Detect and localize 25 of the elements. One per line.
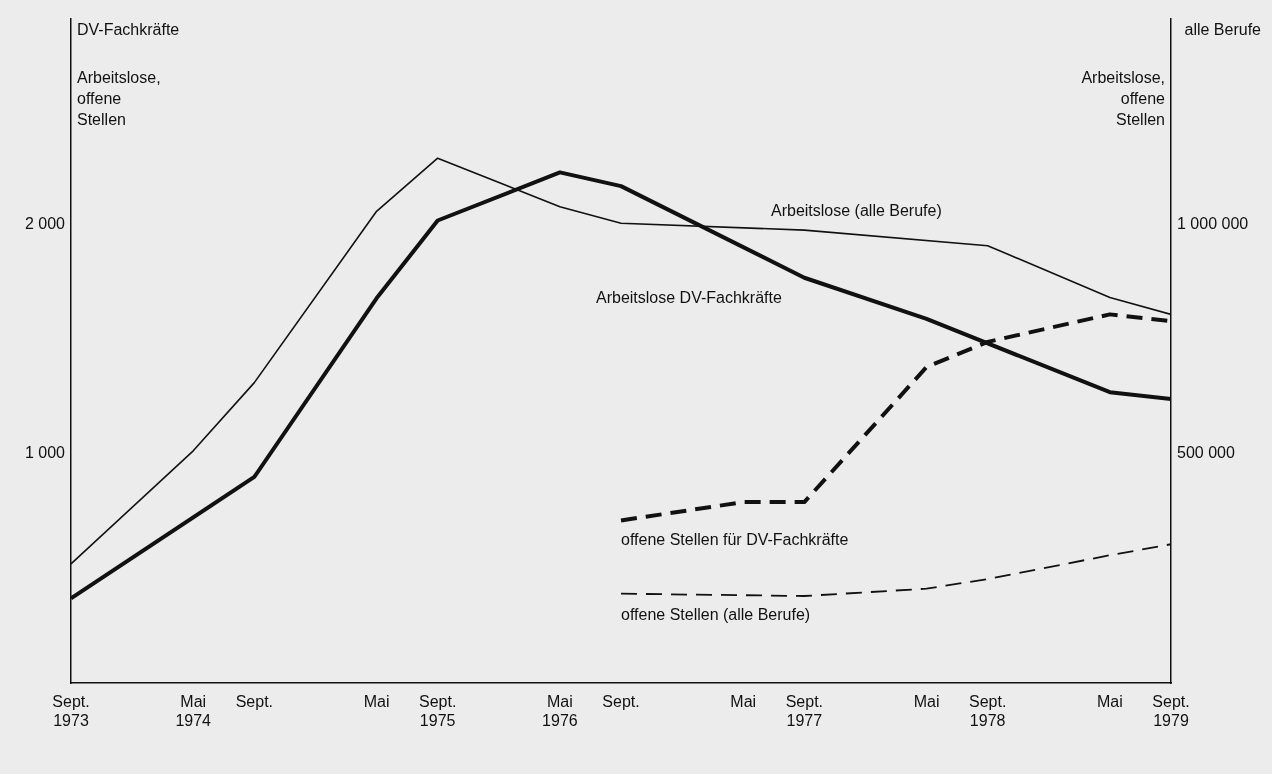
y2-tick-label: 1 000 000 — [1177, 215, 1249, 233]
annotation: DV-Fachkräfte — [77, 21, 180, 39]
series-label: Arbeitslose DV-Fachkräfte — [596, 288, 782, 306]
y2-tick-label: 500 000 — [1177, 444, 1235, 462]
y2-axis-title: Arbeitslose, offene Stellen — [1081, 69, 1166, 129]
x-tick-label: Mai — [363, 693, 390, 711]
text: alle Berufe — [1184, 21, 1262, 39]
y-axis-title: Arbeitslose, offene Stellen — [77, 69, 161, 129]
x-tick-label: Sept. 1979 — [1152, 693, 1190, 730]
x-tick-label: Mai 1974 — [175, 693, 212, 730]
series-label: offene Stellen (alle Berufe) — [621, 606, 811, 624]
x-tick-label: Sept. — [235, 693, 274, 711]
x-tick-label: Sept. 1975 — [418, 693, 457, 730]
y-tick-label: 1 000 — [24, 444, 66, 462]
x-tick-label: Mai — [730, 693, 757, 711]
x-tick-label: Mai — [913, 693, 940, 711]
x-tick-label: Sept. 1978 — [968, 693, 1007, 730]
y-tick-label: 2 000 — [24, 215, 66, 233]
x-tick-label: Mai — [1097, 693, 1123, 711]
x-tick-label: Sept. 1977 — [785, 693, 824, 730]
x-tick-label: Mai 1976 — [542, 693, 578, 730]
x-tick-label: Sept. 1973 — [52, 693, 90, 730]
x-tick-label: Sept. — [602, 693, 640, 711]
series-label: Arbeitslose (alle Berufe) — [771, 201, 942, 219]
series-label: offene Stellen für DV-Fachkräfte — [621, 530, 849, 548]
